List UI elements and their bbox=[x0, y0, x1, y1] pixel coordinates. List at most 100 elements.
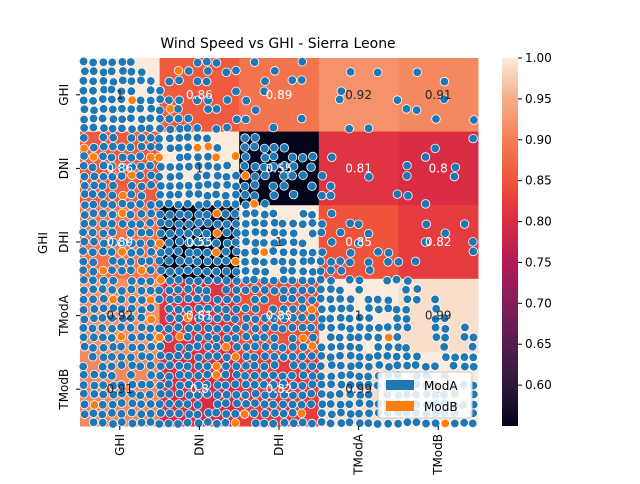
scatter-point-moda bbox=[201, 380, 212, 390]
colorbar: 0.60 0.65 0.70 0.75 0.80 0.85 0.90 0.95 1.00 bbox=[502, 51, 552, 426]
scatter-point-moda bbox=[107, 313, 117, 323]
scatter-point-moda bbox=[78, 227, 88, 237]
scatter-point-moda bbox=[98, 417, 108, 428]
scatter-point-moda bbox=[212, 256, 223, 266]
scatter-point-moda bbox=[354, 352, 365, 362]
scatter-point-moda bbox=[363, 332, 373, 342]
scatter-point-moda bbox=[221, 398, 231, 408]
scatter-point-moda bbox=[239, 161, 250, 171]
cell-value: 1 bbox=[355, 309, 363, 323]
scatter-point-moda bbox=[221, 389, 232, 400]
scatter-point-moda bbox=[250, 246, 260, 257]
scatter-point-moda bbox=[277, 371, 288, 381]
scatter-point-moda bbox=[145, 160, 155, 171]
scatter-point-moda bbox=[327, 304, 337, 314]
scatter-point-modb bbox=[146, 314, 156, 325]
scatter-point-moda bbox=[79, 114, 89, 125]
scatter-point-moda bbox=[382, 275, 392, 286]
scatter-point-moda bbox=[241, 313, 252, 323]
scatter-point-moda bbox=[107, 227, 118, 237]
scatter-point-moda bbox=[363, 371, 373, 382]
scatter-point-moda bbox=[203, 218, 213, 228]
scatter-point-moda bbox=[211, 333, 222, 344]
scatter-point-moda bbox=[106, 361, 117, 372]
scatter-point-moda bbox=[126, 86, 137, 96]
scatter-point-moda bbox=[173, 200, 184, 210]
scatter-point-moda bbox=[401, 314, 412, 324]
scatter-point-moda bbox=[345, 294, 356, 304]
scatter-point-moda bbox=[326, 208, 337, 219]
scatter-point-moda bbox=[220, 418, 231, 428]
scatter-point-moda bbox=[448, 360, 459, 371]
scatter-point-modb bbox=[211, 152, 221, 163]
scatter-point-moda bbox=[154, 134, 164, 144]
scatter-point-moda bbox=[107, 285, 117, 295]
scatter-point-moda bbox=[213, 399, 223, 409]
scatter-point-moda bbox=[344, 274, 355, 285]
scatter-point-moda bbox=[212, 324, 222, 334]
scatter-point-moda bbox=[137, 67, 147, 77]
scatter-point-moda bbox=[211, 189, 221, 200]
legend: ModA ModB bbox=[377, 371, 473, 419]
scatter-point-moda bbox=[459, 219, 470, 229]
scatter-point-moda bbox=[98, 332, 108, 343]
scatter-point-moda bbox=[211, 104, 222, 114]
scatter-point-moda bbox=[155, 190, 165, 200]
scatter-point-moda bbox=[98, 400, 108, 410]
scatter-point-moda bbox=[460, 361, 470, 372]
scatter-point-moda bbox=[316, 371, 326, 382]
scatter-point-moda bbox=[260, 285, 270, 295]
scatter-point-moda bbox=[164, 379, 174, 389]
scatter-point-moda bbox=[354, 343, 364, 353]
cell-value: 0.91 bbox=[425, 88, 452, 102]
scatter-point-moda bbox=[165, 162, 175, 172]
scatter-point-moda bbox=[392, 322, 403, 332]
scatter-point-moda bbox=[211, 124, 221, 134]
scatter-point-moda bbox=[88, 218, 98, 228]
scatter-point-moda bbox=[420, 199, 431, 209]
scatter-point-moda bbox=[241, 114, 251, 125]
scatter-point-moda bbox=[222, 324, 232, 334]
scatter-point-moda bbox=[468, 237, 478, 247]
scatter-point-moda bbox=[241, 219, 251, 229]
scatter-point-moda bbox=[118, 75, 128, 86]
scatter-point-moda bbox=[203, 161, 213, 171]
scatter-point-modb bbox=[230, 418, 241, 428]
scatter-point-moda bbox=[146, 76, 156, 86]
scatter-point-moda bbox=[126, 76, 137, 86]
scatter-point-moda bbox=[183, 370, 194, 380]
scatter-point-moda bbox=[164, 218, 174, 229]
scatter-point-moda bbox=[174, 236, 185, 247]
scatter-point-moda bbox=[411, 105, 422, 115]
scatter-point-moda bbox=[173, 285, 183, 295]
scatter-point-moda bbox=[88, 247, 98, 257]
scatter-point-moda bbox=[250, 341, 260, 352]
scatter-point-moda bbox=[277, 256, 288, 267]
scatter-point-moda bbox=[412, 295, 422, 305]
scatter-point-moda bbox=[241, 236, 251, 247]
scatter-point-moda bbox=[146, 342, 156, 352]
scatter-point-moda bbox=[106, 84, 117, 95]
scatter-point-moda bbox=[174, 162, 185, 172]
scatter-point-moda bbox=[372, 419, 383, 429]
scatter-point-moda bbox=[194, 209, 204, 220]
scatter-point-moda bbox=[175, 370, 185, 380]
scatter-point-moda bbox=[173, 304, 184, 315]
scatter-point-moda bbox=[315, 256, 326, 266]
scatter-point-moda bbox=[298, 342, 309, 352]
scatter-point-moda bbox=[268, 380, 279, 390]
cell-value: 0.92 bbox=[345, 88, 372, 102]
cell-value: 0.89 bbox=[106, 235, 133, 249]
scatter-point-moda bbox=[193, 400, 203, 410]
scatter-point-moda bbox=[412, 67, 422, 77]
scatter-point-moda bbox=[184, 189, 194, 199]
scatter-point-moda bbox=[298, 209, 309, 219]
scatter-point-moda bbox=[222, 238, 233, 248]
colorbar-tick-label: 0.75 bbox=[525, 255, 552, 269]
scatter-point-moda bbox=[88, 66, 99, 76]
scatter-point-moda bbox=[137, 351, 147, 361]
scatter-point-moda bbox=[316, 361, 326, 371]
scatter-point-moda bbox=[279, 181, 289, 191]
scatter-point-moda bbox=[88, 76, 98, 86]
scatter-point-moda bbox=[354, 408, 364, 419]
